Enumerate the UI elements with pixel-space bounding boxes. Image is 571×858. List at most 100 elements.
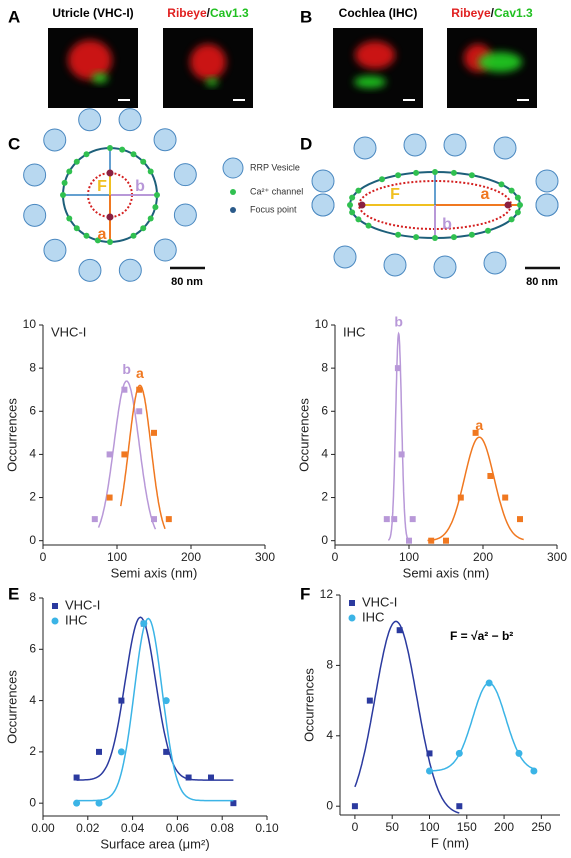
dot — [468, 172, 475, 179]
data-point — [383, 516, 390, 523]
series-label: b — [394, 313, 403, 329]
fluorescence — [478, 52, 522, 72]
image-title: Utricle (VHC-I) — [52, 6, 133, 20]
y-tick-label: 2 — [321, 490, 328, 504]
vesicle — [535, 193, 559, 217]
fluorescence — [206, 78, 218, 86]
x-axis-label: Semi axis (nm) — [111, 565, 198, 580]
vesicle — [78, 108, 102, 132]
vesicle — [353, 136, 377, 160]
legend-marker — [52, 603, 58, 609]
dot — [147, 215, 154, 222]
panel-label: C — [8, 134, 20, 153]
data-point — [351, 803, 358, 810]
dot — [130, 232, 137, 239]
dot — [468, 231, 475, 238]
vesicle — [153, 238, 177, 262]
y-tick-label: 0 — [321, 533, 328, 547]
data-point — [394, 365, 401, 372]
legend-text: IHC — [362, 609, 384, 624]
fit-curve — [76, 616, 234, 781]
data-point — [96, 748, 102, 755]
dot — [73, 158, 80, 165]
data-point — [396, 627, 403, 634]
annotation: F = √a² − b² — [450, 629, 513, 643]
data-point — [409, 516, 416, 523]
fluorescence — [68, 40, 112, 80]
data-point — [425, 767, 433, 775]
data-point — [162, 697, 170, 705]
dot — [147, 168, 154, 175]
legend-marker — [348, 614, 356, 622]
image-title: Ribeye/Cav1.3 — [451, 6, 533, 20]
fit-curve — [427, 436, 524, 542]
dot — [140, 158, 147, 165]
x-tick-label: 50 — [386, 820, 400, 834]
dot — [349, 209, 356, 216]
fit-curve — [387, 331, 410, 541]
legend-marker — [51, 617, 59, 625]
data-point — [443, 537, 449, 544]
vesicle — [78, 258, 102, 282]
y-tick-label: 6 — [29, 403, 36, 417]
diagram-label: a — [98, 226, 107, 243]
panel-label: B — [300, 7, 312, 26]
dot — [106, 169, 114, 177]
scale-label: 80 nm — [171, 276, 203, 288]
dot — [140, 225, 147, 232]
fit-curve — [97, 380, 157, 530]
y-tick-label: 10 — [23, 317, 37, 331]
vesicle — [383, 253, 407, 277]
y-axis-label: Occurrences — [296, 398, 311, 472]
x-axis-label: Semi axis (nm) — [403, 565, 490, 580]
y-tick-label: 4 — [29, 693, 36, 707]
y-tick-label: 2 — [29, 490, 36, 504]
diagram-label: b — [442, 216, 452, 233]
x-tick-label: 0.02 — [76, 821, 100, 835]
vesicle — [118, 258, 142, 282]
legend-vesicle — [222, 157, 244, 179]
data-point — [73, 774, 80, 781]
data-point — [165, 516, 172, 523]
legend-text: VHC-I — [65, 597, 100, 612]
vesicle — [311, 169, 335, 193]
x-tick-label: 0.06 — [166, 821, 190, 835]
vesicle — [23, 163, 47, 187]
series-label: b — [122, 361, 131, 377]
vesicle — [173, 163, 197, 187]
x-tick-label: 150 — [457, 820, 477, 834]
title-part: Ribeye — [167, 6, 207, 20]
dot — [154, 192, 160, 198]
y-tick-label: 0 — [29, 533, 36, 547]
vesicle — [443, 133, 467, 157]
data-point — [428, 537, 435, 544]
x-tick-label: 0 — [40, 550, 47, 564]
panel-label: A — [8, 7, 20, 26]
dot — [106, 213, 114, 221]
y-tick-label: 6 — [29, 641, 36, 655]
y-axis-label: Occurrences — [4, 398, 19, 472]
dot — [130, 151, 137, 158]
fit-curve — [354, 620, 460, 814]
data-point — [91, 516, 98, 523]
y-tick-label: 12 — [320, 587, 334, 601]
vesicle — [483, 251, 507, 275]
dot — [517, 202, 523, 208]
vesicle — [493, 136, 517, 160]
dot — [355, 187, 362, 194]
title-part: / — [207, 6, 211, 20]
panel-label: F — [300, 584, 310, 603]
x-tick-label: 200 — [181, 550, 201, 564]
dot — [450, 234, 457, 241]
dot — [83, 232, 90, 239]
panel-label: E — [8, 584, 19, 603]
data-point — [136, 408, 143, 415]
dot — [73, 225, 80, 232]
vesicle — [23, 203, 47, 227]
dot — [395, 231, 402, 238]
y-axis-label: Occurrences — [4, 670, 19, 744]
data-point — [391, 516, 398, 523]
data-point — [121, 451, 128, 458]
data-point — [151, 429, 157, 436]
diagram-label: F — [390, 186, 400, 203]
